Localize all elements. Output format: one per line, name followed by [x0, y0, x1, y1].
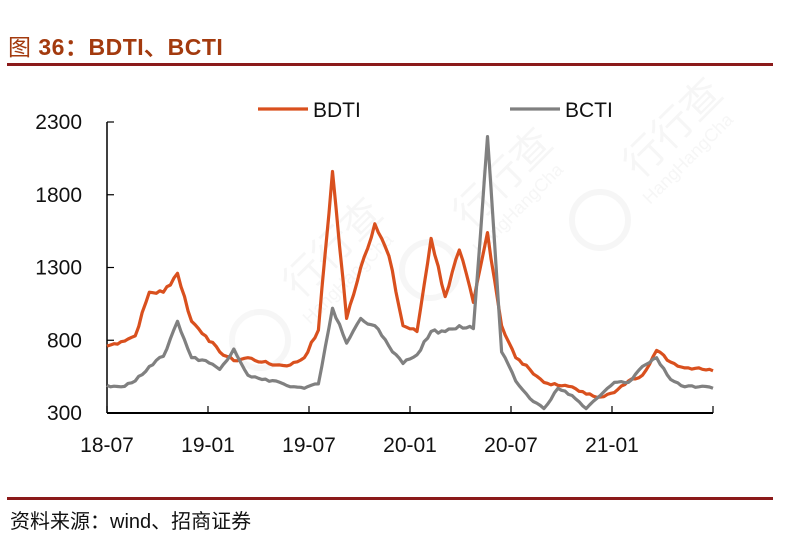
figure-title: 图 36：BDTI、BCTI [8, 28, 223, 62]
y-tick-label: 800 [47, 329, 82, 352]
watermark: 行行查HangHangCha行行查HangHangCha行行查HangHangC… [229, 70, 738, 371]
chart-legend: BDTI BCTI [258, 99, 613, 122]
source-name: wind [110, 511, 152, 533]
bcti-line [106, 135, 714, 411]
x-tick-label: 19-07 [282, 434, 336, 457]
source-suffix: 、招商证券 [151, 509, 252, 533]
y-tick-label: 1300 [35, 257, 82, 280]
y-tick-label: 300 [47, 402, 82, 425]
y-tick-label: 2300 [35, 111, 82, 134]
legend-label: BCTI [565, 99, 613, 122]
x-tick-label: 19-01 [181, 434, 235, 457]
chart-axes: 300 800 1300 1800 2300 18-07 19-01 19-07 20-01 20… [35, 111, 714, 457]
y-tick-label: 1800 [35, 184, 82, 207]
legend-label: BDTI [313, 99, 361, 122]
figure-title-text: 36：BDTI、BCTI [31, 34, 224, 60]
title-divider [7, 63, 773, 66]
x-tick-label: 20-01 [383, 434, 437, 457]
watermark-logo-icon [569, 189, 631, 251]
x-tick-label: 21-01 [585, 434, 639, 457]
source-note: 资料来源：wind、招商证券 [10, 505, 251, 534]
chart-lines [106, 135, 714, 411]
x-tick-label: 20-07 [484, 434, 538, 457]
figure-prefix: 图 [8, 35, 32, 61]
x-tick-label: 18-07 [80, 434, 134, 457]
watermark-logo-icon [229, 309, 291, 371]
source-divider [7, 497, 773, 500]
source-prefix: 资料来源： [10, 509, 110, 533]
bdti-line [106, 169, 714, 399]
